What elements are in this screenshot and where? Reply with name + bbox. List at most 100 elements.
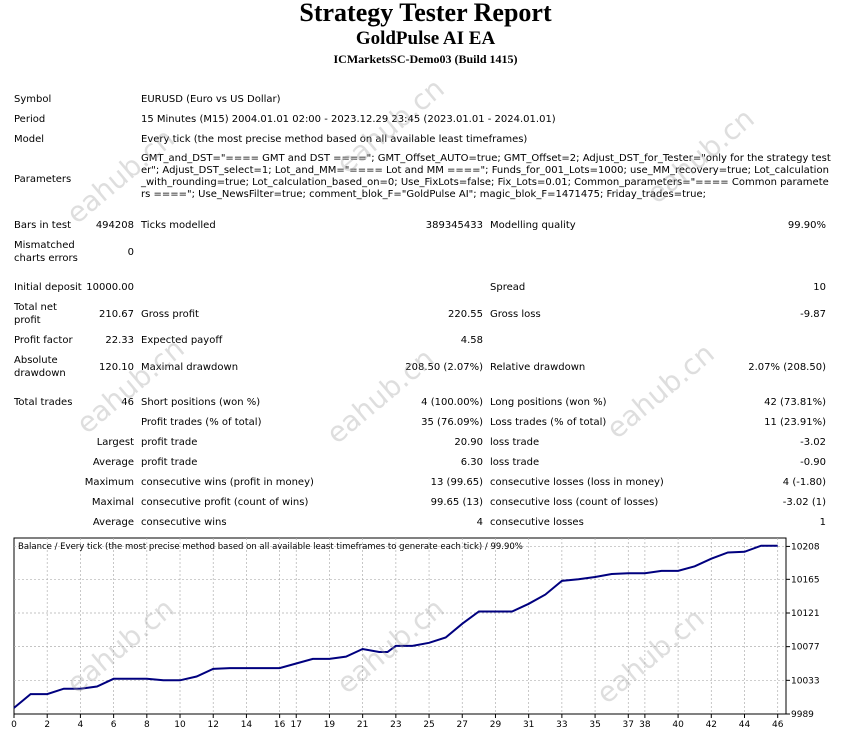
y-tick-label: 10208 [791,542,820,552]
relative-drawdown-label: Relative drawdown [490,362,586,373]
x-tick-label: 0 [11,720,17,730]
x-tick-label: 35 [589,720,600,730]
gross-profit-label: Gross profit [141,309,199,320]
average-profit-trade-label: profit trade [141,457,198,468]
spread-label: Spread [490,282,526,293]
x-tick-label: 14 [241,720,253,730]
largest-label: Largest [96,437,134,448]
ea-name: GoldPulse AI EA [355,28,496,49]
avg-cons-wins-label: consecutive wins [141,517,227,528]
long-positions-label: Long positions (won %) [490,397,607,408]
avg-cons-losses-value: 1 [819,517,826,528]
average-label: Average [92,457,134,468]
profit-trades-label: Profit trades (% of total) [141,417,262,428]
chart-plot-area [13,537,787,715]
y-tick-label: 9989 [791,710,814,720]
x-tick-label: 2 [44,720,50,730]
x-axis: 0 2 4 6 8 10 12 14 16 17 19 21 23 25 27 29 31 33 35 37 38 40 4… [11,714,784,730]
short-positions-value: 4 (100.00%) [421,397,483,408]
x-tick-label: 29 [490,720,502,730]
cons-wins-money-label: consecutive wins (profit in money) [141,477,314,488]
x-tick-label: 10 [174,720,186,730]
cons-profit-count-label: consecutive profit (count of wins) [141,497,309,508]
server-name: ICMarketsSC-Demo03 (Build 1415) [333,52,518,66]
largest-loss-value: -3.02 [800,437,826,448]
x-tick-label: 31 [523,720,534,730]
cons-losses-money-value: 4 (-1.80) [782,477,826,488]
profit-factor-label: Profit factor [14,335,73,346]
ticks-label: Ticks modelled [141,220,216,231]
profit-factor-value: 22.33 [105,335,134,346]
net-profit-value: 210.67 [99,309,134,320]
total-trades-value: 46 [121,397,134,408]
loss-trades-value: 11 (23.91%) [764,417,826,428]
gross-loss-label: Gross loss [490,309,541,320]
short-positions-label: Short positions (won %) [141,397,261,408]
y-tick-label: 10033 [791,676,820,686]
x-tick-label: 37 [623,720,634,730]
avg-cons-losses-label: consecutive losses [490,517,584,528]
gross-loss-value: -9.87 [800,309,826,320]
total-trades-label: Total trades [14,397,73,408]
balance-chart: Balance / Every tick (the most precise m… [11,537,820,730]
absolute-drawdown-label-line2: drawdown [14,368,66,379]
symbol-label: Symbol [14,94,52,105]
avg-cons-wins-value: 4 [476,517,483,528]
y-axis: 9989 10033 10077 10121 10165 10208 [786,542,820,720]
x-tick-label: 12 [207,720,218,730]
mismatch-label-line1: Mismatched [14,240,75,251]
symbol-value: EURUSD (Euro vs US Dollar) [141,94,281,105]
quality-label: Modelling quality [490,220,576,231]
bars-value: 494208 [95,220,134,231]
model-value: Every tick (the most precise method base… [141,134,528,145]
parameters-value: GMT_and_DST="==== GMT and DST ===="; GMT… [141,153,831,200]
largest-loss-trade-label: loss trade [490,437,540,448]
net-profit-label-line2: profit [14,315,41,326]
ticks-value: 389345433 [425,220,483,231]
profit-trades-value: 35 (76.09%) [421,417,483,428]
parameters-label: Parameters [14,174,72,185]
long-positions-value: 42 (73.81%) [764,397,826,408]
absolute-drawdown-value: 120.10 [99,362,134,373]
x-tick-label: 17 [291,720,302,730]
net-profit-label-line1: Total net [14,302,57,313]
expected-payoff-value: 4.58 [460,335,483,346]
deposit-value: 10000.00 [86,282,134,293]
relative-drawdown-value: 2.07% (208.50) [748,362,826,373]
x-tick-label: 19 [324,720,336,730]
y-tick-label: 10121 [791,609,820,619]
average-loss-trade-label: loss trade [490,457,540,468]
period-label: Period [14,114,46,125]
x-tick-label: 4 [78,720,84,730]
quality-value: 99.90% [787,220,826,231]
maximal-label: Maximal [91,497,134,508]
x-tick-label: 44 [739,720,751,730]
cons-profit-count-value: 99.65 (13) [430,497,483,508]
average-profit-value: 6.30 [460,457,483,468]
y-tick-label: 10165 [791,575,820,585]
spread-value: 10 [813,282,826,293]
x-tick-label: 38 [639,720,651,730]
mismatch-label-line2: charts errors [14,253,78,264]
mismatch-value: 0 [127,247,134,258]
x-tick-label: 46 [772,720,784,730]
expected-payoff-label: Expected payoff [141,335,223,346]
x-tick-label: 6 [111,720,117,730]
x-tick-label: 16 [274,720,286,730]
absolute-drawdown-label-line1: Absolute [14,355,58,366]
x-tick-label: 23 [390,720,401,730]
average-label-2: Average [92,517,134,528]
loss-trades-label: Loss trades (% of total) [490,417,607,428]
cons-wins-money-value: 13 (99.65) [430,477,483,488]
cons-loss-count-label: consecutive loss (count of losses) [490,497,659,508]
bars-label: Bars in test [14,220,71,231]
x-tick-label: 42 [706,720,717,730]
largest-profit-value: 20.90 [454,437,483,448]
maximal-drawdown-label: Maximal drawdown [141,362,239,373]
report-title: Strategy Tester Report [299,0,552,27]
maximum-label: Maximum [84,477,134,488]
watermark-text: eahub.cn [320,341,441,451]
x-tick-label: 40 [672,720,684,730]
deposit-label: Initial deposit [14,282,82,293]
period-value: 15 Minutes (M15) 2004.01.01 02:00 - 2023… [141,114,556,125]
